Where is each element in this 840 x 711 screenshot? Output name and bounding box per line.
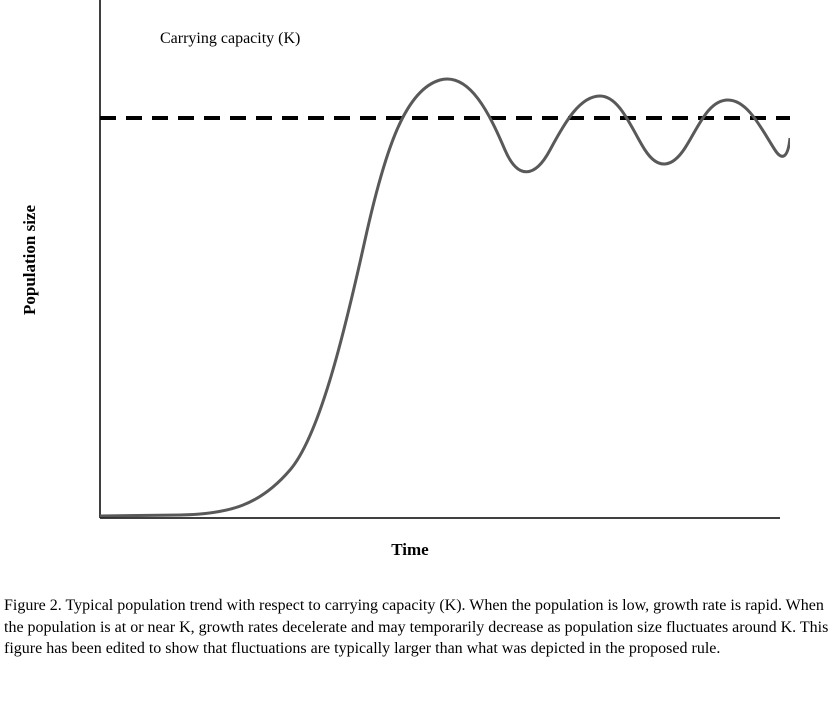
- chart-area: Carrying capacity (K) Population size Ti…: [30, 0, 790, 560]
- growth-curve: [100, 79, 790, 516]
- carrying-capacity-label: Carrying capacity (K): [160, 30, 300, 48]
- population-chart: [60, 0, 790, 530]
- x-axis-label: Time: [391, 540, 428, 560]
- figure-caption: Figure 2. Typical population trend with …: [0, 595, 840, 660]
- y-axis-label: Population size: [20, 205, 40, 315]
